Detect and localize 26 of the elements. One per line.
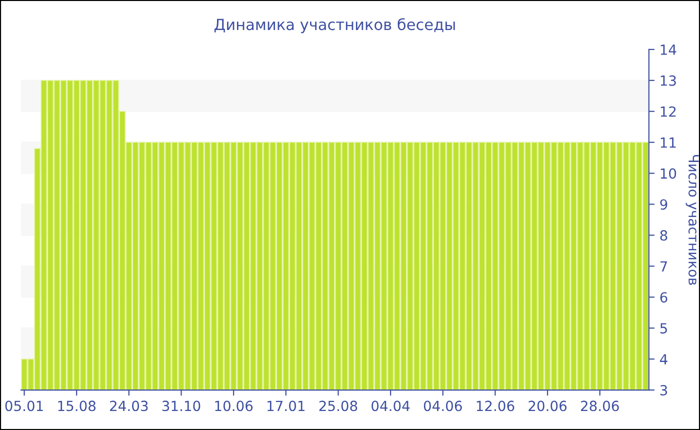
x-tick-label: 12.06 (476, 400, 514, 412)
y-tick-label: 5 (660, 323, 667, 334)
x-tick-label: 05.01 (5, 400, 43, 412)
y-tick-label: 7 (660, 261, 667, 272)
y-tick-label: 4 (660, 354, 668, 364)
y-tick-label: 13 (660, 75, 676, 86)
y-tick-label: 6 (660, 292, 668, 303)
chart-title: Динамика участников беседы (214, 18, 455, 34)
y-tick-label: 14 (660, 44, 676, 55)
x-tick-label: 24.03 (110, 400, 148, 412)
x-tick-label: 28.06 (580, 400, 619, 412)
y-tick-label: 10 (660, 168, 676, 179)
y-tick-label: 11 (660, 137, 676, 148)
x-tick-label: 17.01 (268, 400, 304, 412)
x-tick-label: 04.06 (424, 400, 462, 412)
y-tick-label: 12 (660, 106, 676, 117)
x-tick-label: 31.10 (162, 400, 200, 412)
y-axis-title: Число участников (686, 155, 699, 285)
y-tick-label: 3 (660, 384, 668, 396)
x-tick-label: 10.06 (215, 400, 253, 412)
x-tick-label: 04.04 (372, 400, 410, 412)
x-tick-label: 20.06 (528, 400, 567, 412)
x-tick-label: 25.08 (319, 400, 358, 412)
y-tick-label: 9 (660, 199, 668, 210)
x-tick-label: 15.08 (58, 400, 96, 412)
y-tick-label: 8 (660, 230, 668, 241)
